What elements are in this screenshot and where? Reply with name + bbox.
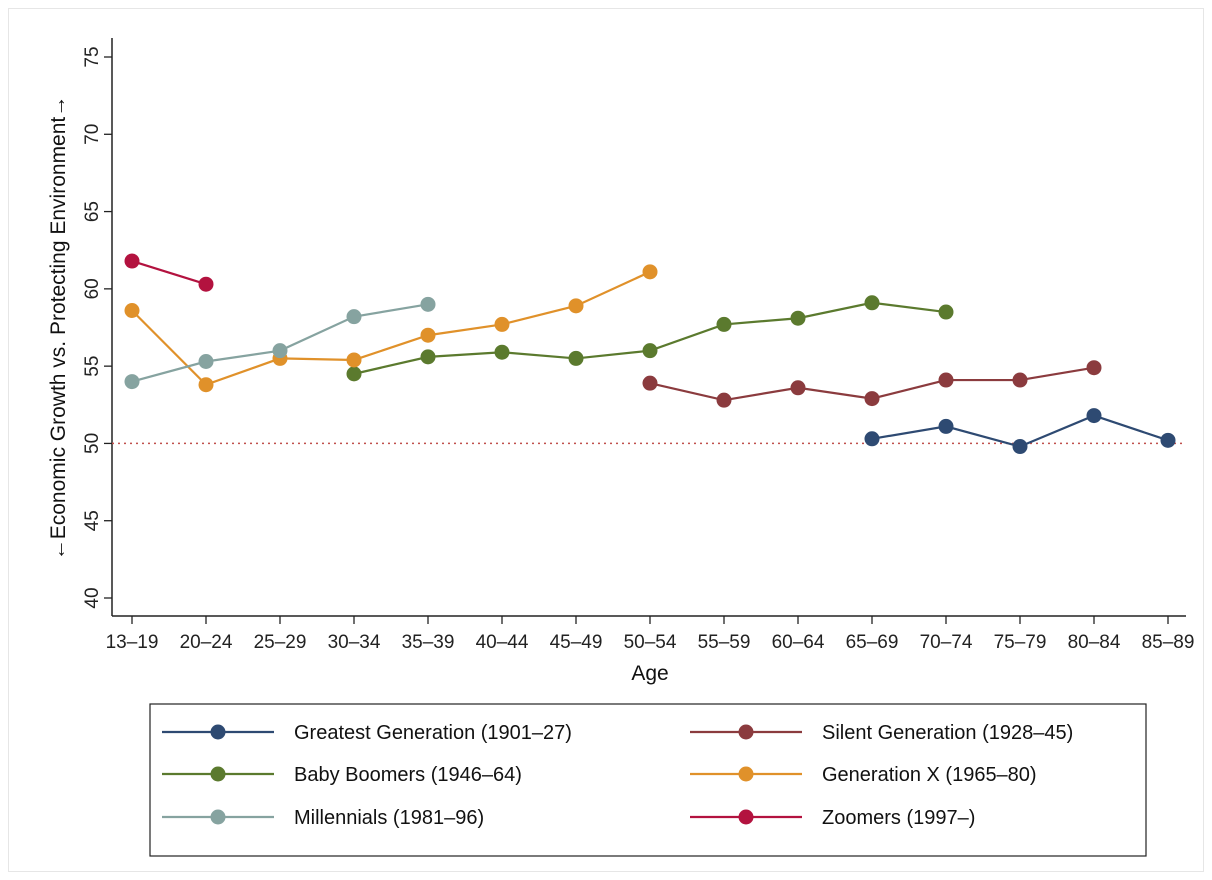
series-3 — [124, 264, 658, 393]
data-point — [1086, 408, 1102, 424]
data-point — [864, 431, 880, 447]
legend-item: Silent Generation (1928–45) — [690, 722, 1073, 744]
legend-label: Millennials (1981–96) — [294, 807, 484, 829]
data-point — [494, 344, 510, 360]
data-point — [1012, 372, 1028, 388]
x-tick-label: 80–84 — [1068, 632, 1121, 653]
legend-swatch-marker — [738, 724, 754, 740]
series-0 — [864, 408, 1176, 455]
legend-label: Baby Boomers (1946–64) — [294, 764, 522, 786]
x-tick-label: 35–39 — [402, 632, 455, 653]
legend-item: Greatest Generation (1901–27) — [162, 722, 572, 744]
data-point — [420, 349, 436, 365]
legend-swatch-marker — [738, 809, 754, 825]
data-point — [790, 380, 806, 396]
x-tick-label: 60–64 — [772, 632, 825, 653]
data-point — [346, 366, 362, 382]
legend-item: Millennials (1981–96) — [162, 807, 484, 829]
x-tick-label: 70–74 — [920, 632, 973, 653]
x-tick-label: 13–19 — [106, 632, 159, 653]
data-point — [124, 374, 140, 390]
x-tick-label: 40–44 — [476, 632, 529, 653]
legend-item: Generation X (1965–80) — [690, 764, 1037, 786]
data-point — [124, 253, 140, 269]
x-tick-label: 50–54 — [624, 632, 677, 653]
series-line — [131, 270, 651, 386]
data-point — [420, 296, 436, 312]
series-1 — [642, 360, 1102, 408]
series-5 — [124, 253, 214, 292]
data-point — [642, 343, 658, 359]
legend-label: Greatest Generation (1901–27) — [294, 722, 572, 744]
y-tick-label: 40 — [82, 587, 103, 608]
data-point — [938, 418, 954, 434]
data-point — [124, 302, 140, 318]
data-point — [346, 309, 362, 325]
y-tick-label: 45 — [82, 510, 103, 531]
data-point — [198, 276, 214, 292]
legend-label: Silent Generation (1928–45) — [822, 722, 1073, 744]
y-tick-label: 60 — [82, 278, 103, 299]
data-point — [864, 295, 880, 311]
series-line — [353, 301, 947, 375]
series-line — [131, 259, 207, 286]
y-tick-label: 55 — [82, 356, 103, 377]
x-tick-label: 55–59 — [698, 632, 751, 653]
data-point — [790, 310, 806, 326]
data-point — [198, 354, 214, 370]
data-point — [642, 264, 658, 280]
data-point — [864, 391, 880, 407]
series-layer — [124, 253, 1176, 455]
x-tick-label: 30–34 — [328, 632, 381, 653]
data-point — [716, 392, 732, 408]
data-point — [938, 372, 954, 388]
data-point — [938, 304, 954, 320]
legend-label: Zoomers (1997–) — [822, 807, 975, 829]
y-tick-label: 65 — [82, 201, 103, 222]
legend-label: Generation X (1965–80) — [822, 764, 1037, 786]
data-point — [568, 350, 584, 366]
data-point — [1012, 439, 1028, 455]
y-axis-title: ←Economic Growth vs. Protecting Environm… — [47, 96, 70, 561]
y-tick-label: 75 — [82, 46, 103, 67]
series-line — [131, 303, 429, 383]
x-tick-label: 45–49 — [550, 632, 603, 653]
legend-box — [149, 703, 1147, 857]
x-tick-label: 20–24 — [180, 632, 233, 653]
data-point — [568, 298, 584, 314]
legend-item: Baby Boomers (1946–64) — [162, 764, 522, 786]
data-point — [642, 375, 658, 391]
data-point — [1160, 432, 1176, 448]
data-point — [716, 316, 732, 332]
series-2 — [346, 295, 954, 382]
data-point — [494, 316, 510, 332]
legend-swatch-marker — [210, 809, 226, 825]
axes: 40 45 50 55 60 65 70 75 13–19 20–24 25–29 30–34 35–3… — [82, 38, 1194, 653]
data-point — [346, 352, 362, 368]
legend-swatch-marker — [210, 724, 226, 740]
legend: Greatest Generation (1901–27) Silent Gene… — [162, 722, 1073, 829]
legend-swatch-marker — [210, 766, 226, 782]
legend-item: Zoomers (1997–) — [690, 807, 975, 829]
y-tick-label: 70 — [82, 124, 103, 145]
data-point — [272, 343, 288, 359]
x-tick-label: 65–69 — [846, 632, 899, 653]
data-point — [420, 327, 436, 343]
legend-swatch-marker — [738, 766, 754, 782]
x-tick-label: 25–29 — [254, 632, 307, 653]
data-point — [1086, 360, 1102, 376]
y-tick-label: 50 — [82, 433, 103, 454]
x-axis-title: Age — [631, 662, 668, 685]
data-point — [198, 377, 214, 393]
series-4 — [124, 296, 436, 390]
x-tick-label: 85–89 — [1142, 632, 1195, 653]
x-tick-label: 75–79 — [994, 632, 1047, 653]
